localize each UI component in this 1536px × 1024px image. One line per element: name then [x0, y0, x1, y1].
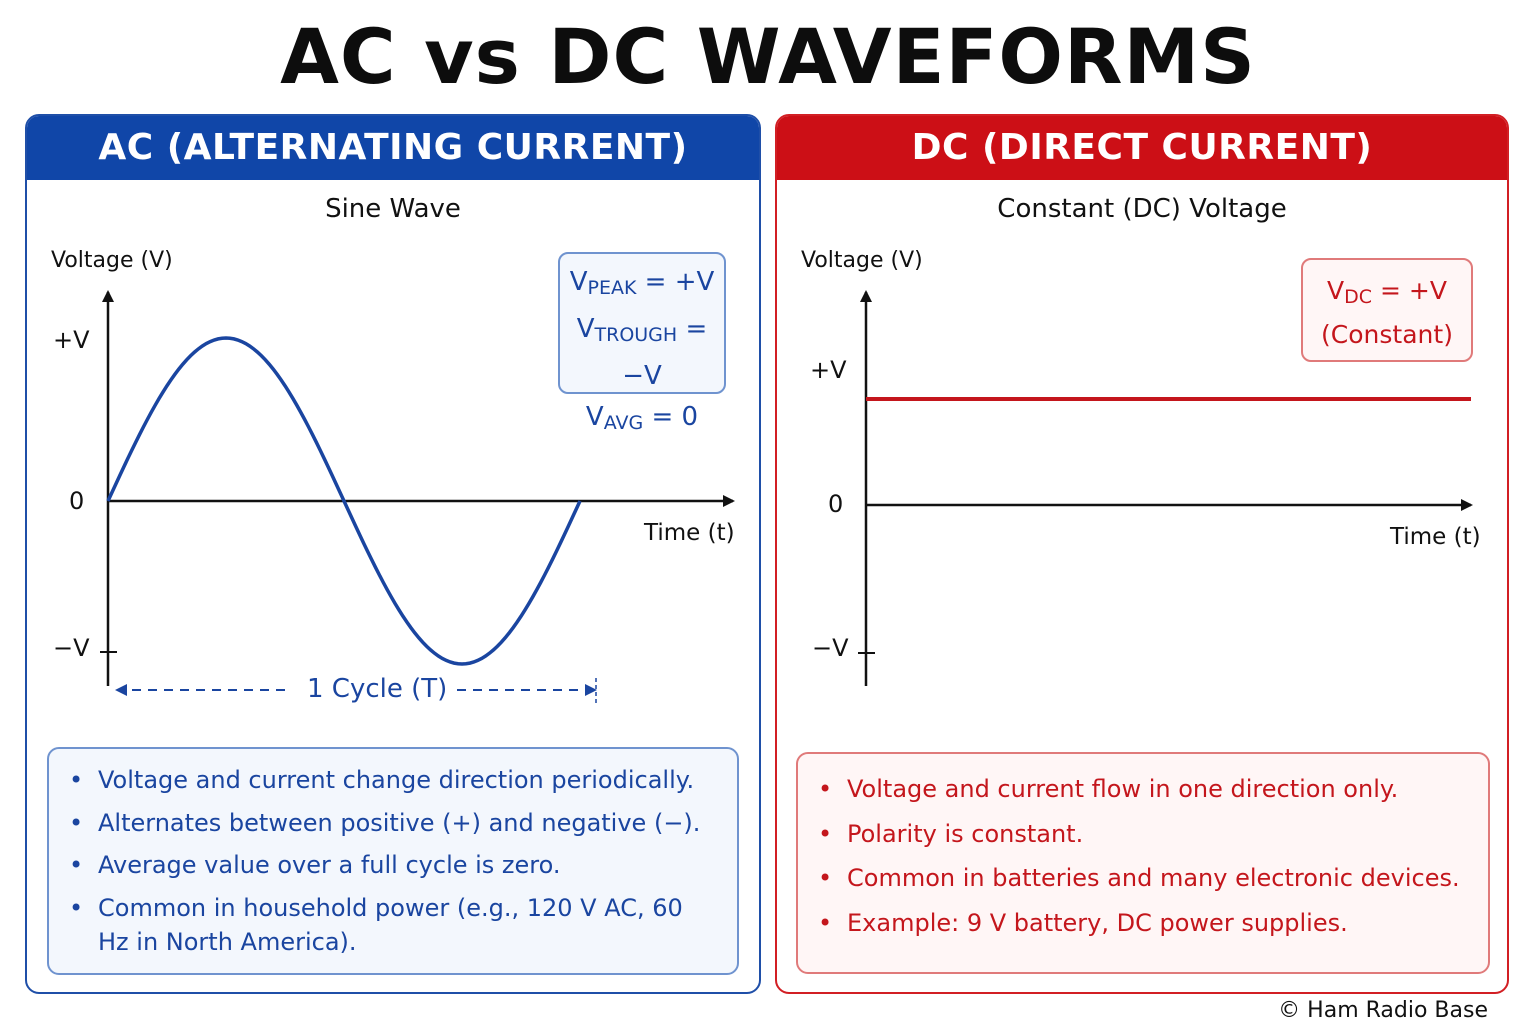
ac-x-axis-label: Time (t)	[644, 520, 735, 546]
ac-avg-value: VAVG = 0	[585, 402, 699, 434]
ac-neg-tick-label: −V	[53, 634, 90, 662]
list-item: Polarity is constant.	[818, 817, 1468, 851]
list-item: Common in household power (e.g., 120 V A…	[69, 891, 717, 959]
cycle-label: 1 Cycle (T)	[307, 674, 448, 704]
ac-panel-header: AC (ALTERNATING CURRENT)	[27, 116, 759, 180]
ac-peak-value: VPEAK = +V	[569, 267, 715, 299]
ac-subtitle: Sine Wave	[325, 194, 461, 224]
dc-constant-plot	[858, 290, 1473, 686]
ac-facts-list: Voltage and current change direction per…	[47, 747, 739, 975]
page-title: AC vs DC WAVEFORMS	[280, 12, 1256, 101]
dc-facts-list: Voltage and current flow in one directio…	[796, 752, 1490, 974]
dc-panel: DC (DIRECT CURRENT) Constant (DC) Voltag…	[775, 114, 1509, 994]
dc-constant-note: (Constant)	[1321, 320, 1453, 349]
dc-zero-tick-label: 0	[828, 490, 844, 518]
dc-panel-header: DC (DIRECT CURRENT)	[777, 116, 1507, 180]
list-item: Voltage and current flow in one directio…	[818, 772, 1468, 806]
ac-sine-wave	[106, 336, 582, 666]
list-item: Average value over a full cycle is zero.	[69, 848, 717, 882]
ac-trough-value: VTROUGH = −V	[576, 314, 708, 391]
dc-pos-tick-label: +V	[810, 356, 847, 384]
ac-panel: AC (ALTERNATING CURRENT) Sine Wave Volta…	[25, 114, 761, 994]
ac-sine-plot	[100, 290, 735, 704]
dc-subtitle: Constant (DC) Voltage	[997, 194, 1287, 224]
dc-values-box: VDC = +V (Constant)	[1301, 258, 1473, 362]
dc-neg-tick-label: −V	[812, 634, 849, 662]
list-item: Common in batteries and many electronic …	[818, 861, 1468, 895]
dc-x-axis-label: Time (t)	[1390, 524, 1481, 550]
dc-voltage-value: VDC = +V	[1327, 276, 1447, 308]
ac-pos-tick-label: +V	[53, 326, 90, 354]
ac-y-axis-label: Voltage (V)	[51, 248, 173, 273]
ac-values-box: VPEAK = +V VTROUGH = −V VAVG = 0	[558, 252, 726, 434]
ac-zero-tick-label: 0	[69, 487, 85, 515]
list-item: Alternates between positive (+) and nega…	[69, 806, 717, 840]
dc-y-axis-label: Voltage (V)	[801, 248, 923, 273]
copyright-notice: © Ham Radio Base	[1278, 998, 1488, 1023]
list-item: Example: 9 V battery, DC power supplies.	[818, 906, 1468, 940]
list-item: Voltage and current change direction per…	[69, 763, 717, 797]
